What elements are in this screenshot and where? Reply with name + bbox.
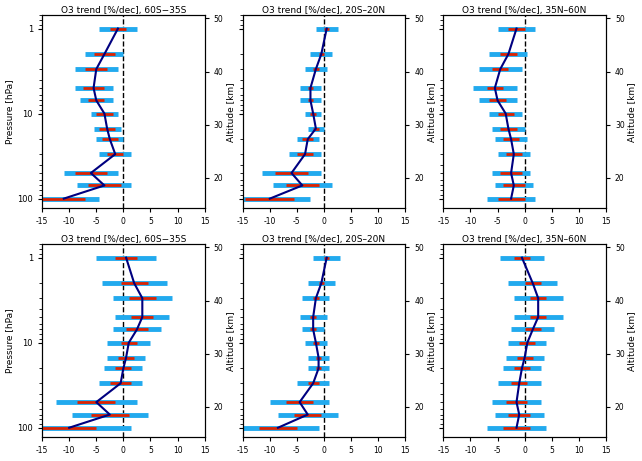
Title: O3 trend [%/dec], 20S–20N: O3 trend [%/dec], 20S–20N bbox=[263, 6, 386, 15]
Y-axis label: Pressure [hPa]: Pressure [hPa] bbox=[6, 308, 15, 373]
Title: O3 trend [%/dec], 35N–60N: O3 trend [%/dec], 35N–60N bbox=[462, 235, 587, 244]
Title: O3 trend [%/dec], 60S−35S: O3 trend [%/dec], 60S−35S bbox=[61, 235, 186, 244]
Y-axis label: Altitude [km]: Altitude [km] bbox=[226, 311, 235, 371]
Y-axis label: Altitude [km]: Altitude [km] bbox=[226, 82, 235, 142]
Title: O3 trend [%/dec], 20S–20N: O3 trend [%/dec], 20S–20N bbox=[263, 235, 386, 244]
Y-axis label: Pressure [hPa]: Pressure [hPa] bbox=[6, 79, 15, 144]
Y-axis label: Altitude [km]: Altitude [km] bbox=[427, 311, 436, 371]
Y-axis label: Altitude [km]: Altitude [km] bbox=[427, 82, 436, 142]
Y-axis label: Altitude [km]: Altitude [km] bbox=[627, 82, 636, 142]
Y-axis label: Altitude [km]: Altitude [km] bbox=[627, 311, 636, 371]
Title: O3 trend [%/dec], 35N–60N: O3 trend [%/dec], 35N–60N bbox=[462, 6, 587, 15]
Title: O3 trend [%/dec], 60S−35S: O3 trend [%/dec], 60S−35S bbox=[61, 6, 186, 15]
